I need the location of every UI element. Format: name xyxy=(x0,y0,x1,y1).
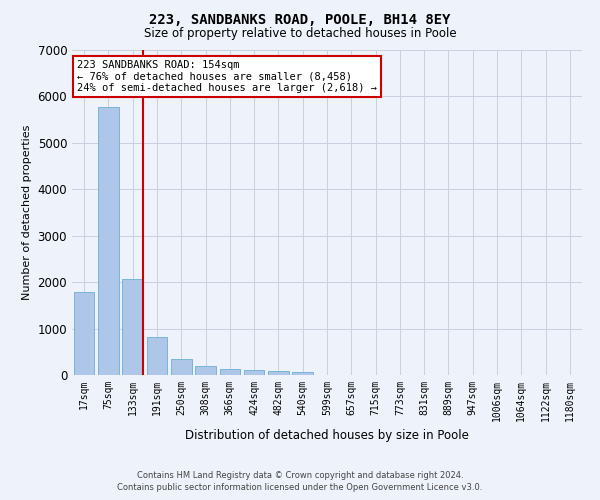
Bar xyxy=(220,370,240,375)
Text: 223 SANDBANKS ROAD: 154sqm
← 76% of detached houses are smaller (8,458)
24% of s: 223 SANDBANKS ROAD: 154sqm ← 76% of deta… xyxy=(77,60,377,93)
Bar xyxy=(195,366,216,375)
Bar xyxy=(292,372,313,375)
Text: 223, SANDBANKS ROAD, POOLE, BH14 8EY: 223, SANDBANKS ROAD, POOLE, BH14 8EY xyxy=(149,12,451,26)
Text: Size of property relative to detached houses in Poole: Size of property relative to detached ho… xyxy=(143,28,457,40)
Y-axis label: Number of detached properties: Number of detached properties xyxy=(22,125,32,300)
Bar xyxy=(244,370,265,375)
Bar xyxy=(171,359,191,375)
X-axis label: Distribution of detached houses by size in Poole: Distribution of detached houses by size … xyxy=(185,430,469,442)
Bar xyxy=(122,280,143,375)
Bar xyxy=(146,337,167,375)
Text: Contains HM Land Registry data © Crown copyright and database right 2024.
Contai: Contains HM Land Registry data © Crown c… xyxy=(118,471,482,492)
Bar xyxy=(98,106,119,375)
Bar xyxy=(268,371,289,375)
Bar xyxy=(74,292,94,375)
